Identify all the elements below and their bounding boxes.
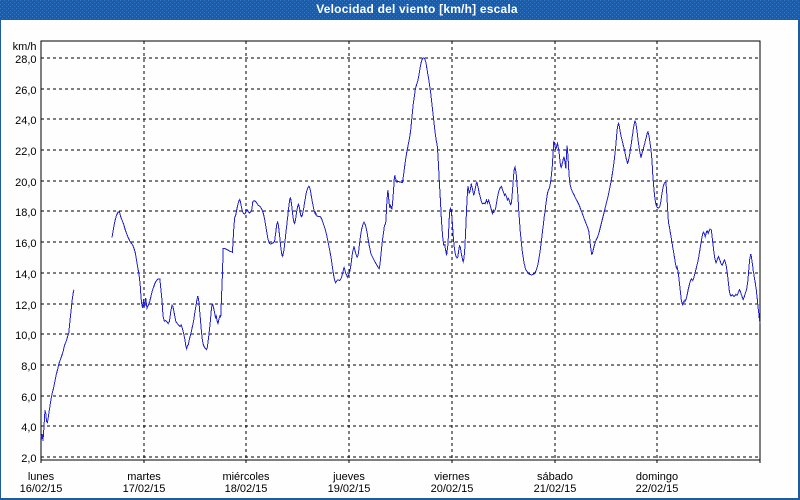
svg-text:14,0: 14,0 <box>15 269 36 281</box>
svg-text:jueves: jueves <box>332 471 365 483</box>
svg-text:19/02/15: 19/02/15 <box>328 483 371 495</box>
svg-text:26,0: 26,0 <box>15 85 36 97</box>
svg-text:6,0: 6,0 <box>21 392 36 404</box>
svg-text:8,0: 8,0 <box>21 361 36 373</box>
svg-text:martes: martes <box>127 471 161 483</box>
svg-text:17/02/15: 17/02/15 <box>123 483 166 495</box>
svg-text:22,0: 22,0 <box>15 146 36 158</box>
svg-text:4,0: 4,0 <box>21 422 36 434</box>
svg-text:20,0: 20,0 <box>15 177 36 189</box>
svg-text:12,0: 12,0 <box>15 300 36 312</box>
svg-text:sábado: sábado <box>537 471 573 483</box>
svg-text:24,0: 24,0 <box>15 115 36 127</box>
svg-text:28,0: 28,0 <box>15 54 36 66</box>
svg-text:22/02/15: 22/02/15 <box>636 483 679 495</box>
svg-text:miércoles: miércoles <box>222 471 270 483</box>
svg-text:21/02/15: 21/02/15 <box>534 483 577 495</box>
svg-text:domingo: domingo <box>636 471 678 483</box>
svg-text:20/02/15: 20/02/15 <box>431 483 474 495</box>
svg-text:18,0: 18,0 <box>15 207 36 219</box>
svg-text:16,0: 16,0 <box>15 238 36 250</box>
svg-text:18/02/15: 18/02/15 <box>225 483 268 495</box>
svg-text:km/h: km/h <box>13 41 37 53</box>
svg-text:lunes: lunes <box>28 471 55 483</box>
svg-text:16/02/15: 16/02/15 <box>20 483 63 495</box>
svg-text:10,0: 10,0 <box>15 330 36 342</box>
svg-text:2,0: 2,0 <box>21 453 36 465</box>
svg-text:viernes: viernes <box>434 471 470 483</box>
